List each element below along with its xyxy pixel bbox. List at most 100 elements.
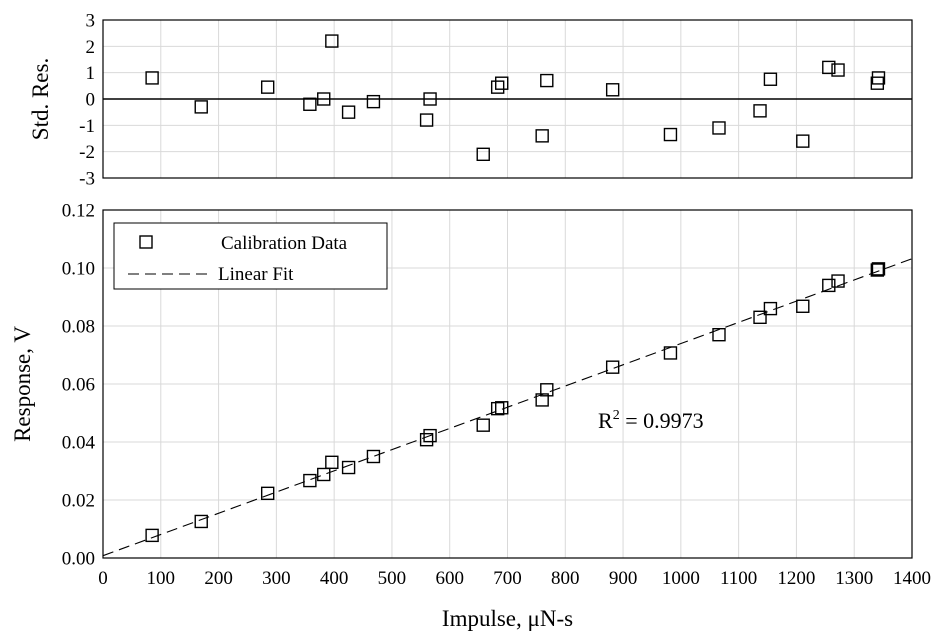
x-tick-label: 600 — [435, 568, 464, 589]
r-squared-value: = 0.9973 — [620, 408, 704, 433]
residual-point — [423, 92, 437, 106]
y-tick-label: 0.12 — [62, 201, 95, 222]
residual-point — [870, 76, 885, 90]
calibration-y-tick-labels: 0.12 0.10 0.08 0.06 0.04 0.02 0.00 — [62, 201, 96, 570]
calibration-x-axis-label: Impulse, μN-s — [442, 606, 573, 631]
residual-point — [763, 72, 778, 86]
calibration-panel: 0.12 0.10 0.08 0.06 0.04 0.02 0.00 0 100 200 300 4… — [10, 201, 931, 632]
calibration-point — [303, 473, 317, 488]
residual-point — [341, 105, 356, 119]
residual-point — [540, 73, 554, 88]
calibration-point — [831, 274, 845, 288]
legend-box — [113, 222, 388, 290]
legend-label-calibration: Calibration Data — [221, 233, 348, 254]
calibration-point — [871, 262, 886, 276]
calibration-point — [763, 301, 778, 316]
calibration-point — [366, 449, 381, 464]
legend-marker-calibration — [139, 235, 153, 249]
residual-point — [605, 83, 620, 97]
x-tick-label: 900 — [609, 568, 638, 589]
residual-point — [194, 100, 208, 114]
residual-panel: 3 2 1 0 -1 -2 -3 Std. Res. — [28, 11, 913, 190]
x-tick-label: 1400 — [893, 568, 931, 589]
residual-plot-frame — [102, 19, 913, 179]
legend-label-fit: Linear Fit — [218, 264, 294, 285]
y-tick-label: 0.04 — [62, 433, 96, 454]
residual-point — [535, 129, 549, 143]
calibration-point — [796, 299, 810, 313]
calibration-point — [822, 278, 836, 293]
y-tick-label: 0.10 — [62, 259, 95, 280]
residual-point — [712, 121, 726, 135]
r-squared-annotation: R2 = 0.9973 — [598, 408, 704, 433]
calibration-point — [145, 528, 159, 543]
x-tick-label: 1300 — [835, 568, 873, 589]
y-tick-label: -2 — [79, 142, 95, 163]
x-tick-label: 800 — [551, 568, 580, 589]
calibration-point — [325, 455, 339, 469]
calibration-y-axis-label: Response, V — [10, 326, 35, 442]
calibration-point — [605, 360, 620, 374]
residual-point — [419, 113, 434, 127]
calibration-point — [495, 401, 509, 415]
x-tick-label: 0 — [98, 568, 108, 589]
x-tick-label: 700 — [493, 568, 522, 589]
residual-y-axis-label: Std. Res. — [28, 58, 53, 140]
residual-point — [366, 94, 381, 109]
calibration-point — [341, 460, 356, 475]
calibration-point — [419, 432, 434, 447]
calibration-point — [540, 383, 554, 397]
x-tick-label: 1100 — [720, 568, 757, 589]
calibration-point — [870, 263, 885, 277]
calibration-plot-frame — [102, 209, 913, 559]
residual-markers — [145, 34, 886, 162]
calibration-point — [663, 346, 678, 360]
x-tick-label: 1200 — [777, 568, 815, 589]
x-tick-label: 100 — [147, 568, 176, 589]
residual-point — [822, 60, 836, 75]
residual-point — [495, 76, 509, 90]
calibration-point — [476, 418, 490, 432]
y-tick-label: 3 — [86, 11, 96, 32]
y-tick-label: 0 — [86, 90, 96, 111]
residual-point — [871, 71, 886, 85]
y-tick-label: 1 — [86, 63, 96, 84]
calibration-point — [260, 486, 275, 501]
calibration-point — [712, 328, 726, 342]
y-tick-label: 2 — [86, 37, 96, 58]
r-squared-base: R — [598, 408, 613, 433]
calibration-x-tick-labels: 0 100 200 300 400 500 600 700 800 900 1000 1100 1200… — [98, 568, 931, 589]
residual-point — [325, 34, 339, 48]
calibration-markers — [145, 262, 886, 543]
residual-point — [317, 92, 331, 106]
r-squared-superscript: 2 — [613, 408, 620, 423]
y-tick-label: 0.00 — [62, 549, 95, 570]
calibration-point — [423, 428, 437, 443]
residual-point — [145, 71, 159, 85]
calibration-point — [753, 310, 767, 324]
x-tick-label: 400 — [320, 568, 349, 589]
y-tick-label: -1 — [79, 116, 95, 137]
residual-point — [476, 147, 490, 162]
x-tick-label: 1000 — [662, 568, 700, 589]
residual-point — [753, 104, 767, 118]
residual-point — [796, 134, 810, 148]
calibration-point — [194, 514, 208, 529]
residual-point — [831, 63, 845, 77]
legend: Calibration Data Linear Fit — [113, 222, 388, 290]
residual-point — [663, 127, 678, 142]
residual-point — [303, 97, 317, 111]
y-tick-label: -3 — [79, 169, 95, 190]
residual-point — [490, 80, 505, 94]
calibration-point — [490, 401, 505, 416]
x-tick-label: 200 — [204, 568, 233, 589]
y-tick-label: 0.08 — [62, 317, 95, 338]
residual-y-tick-labels: 3 2 1 0 -1 -2 -3 — [79, 11, 95, 190]
residual-point — [260, 80, 275, 94]
y-tick-label: 0.06 — [62, 375, 95, 396]
calibration-point — [535, 393, 549, 407]
y-tick-label: 0.02 — [62, 491, 95, 512]
x-tick-label: 500 — [378, 568, 407, 589]
calibration-point — [317, 467, 331, 482]
